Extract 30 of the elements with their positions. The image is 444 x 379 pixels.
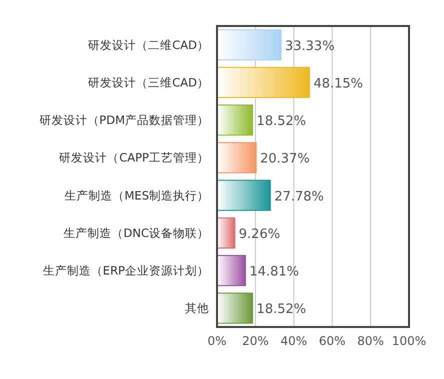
y-tick-label: 其他	[185, 301, 209, 316]
y-tick-label: 研发设计（二维CAD）	[88, 38, 209, 52]
y-tick-label: 研发设计（三维CAD）	[88, 75, 209, 90]
x-tick-label: 100%	[392, 334, 426, 348]
x-tick-label: 60%	[318, 334, 346, 348]
bar	[216, 66, 310, 98]
data-label: 20.37%	[260, 152, 310, 167]
bar	[216, 29, 282, 60]
x-tick-label: 80%	[357, 334, 384, 348]
bar	[216, 292, 254, 324]
bar	[216, 180, 271, 211]
y-tick-label: 生产制造（MES制造执行）	[64, 188, 209, 202]
bar	[216, 104, 254, 136]
bar	[216, 142, 257, 174]
data-label: 33.33%	[284, 38, 335, 54]
y-tick-label: 生产制造（DNC设备物联）	[64, 226, 209, 240]
data-label: 18.52%	[256, 302, 306, 318]
y-tick-label: 研发设计（CAPP工艺管理）	[59, 150, 209, 165]
x-tick-label: 0%	[207, 334, 227, 348]
data-label: 18.52%	[256, 114, 306, 130]
data-label: 27.78%	[274, 189, 324, 204]
bar	[216, 217, 236, 248]
data-label: 9.26%	[238, 226, 280, 242]
y-tick-label: 研发设计（PDM产品数据管理）	[39, 113, 209, 128]
data-label: 48.15%	[313, 76, 364, 92]
data-label: 14.81%	[249, 264, 300, 280]
x-tick-label: 20%	[242, 334, 269, 348]
x-tick-label: 40%	[280, 334, 308, 348]
y-tick-label: 生产制造（ERP企业资源计划）	[42, 264, 209, 278]
bar	[216, 255, 246, 286]
